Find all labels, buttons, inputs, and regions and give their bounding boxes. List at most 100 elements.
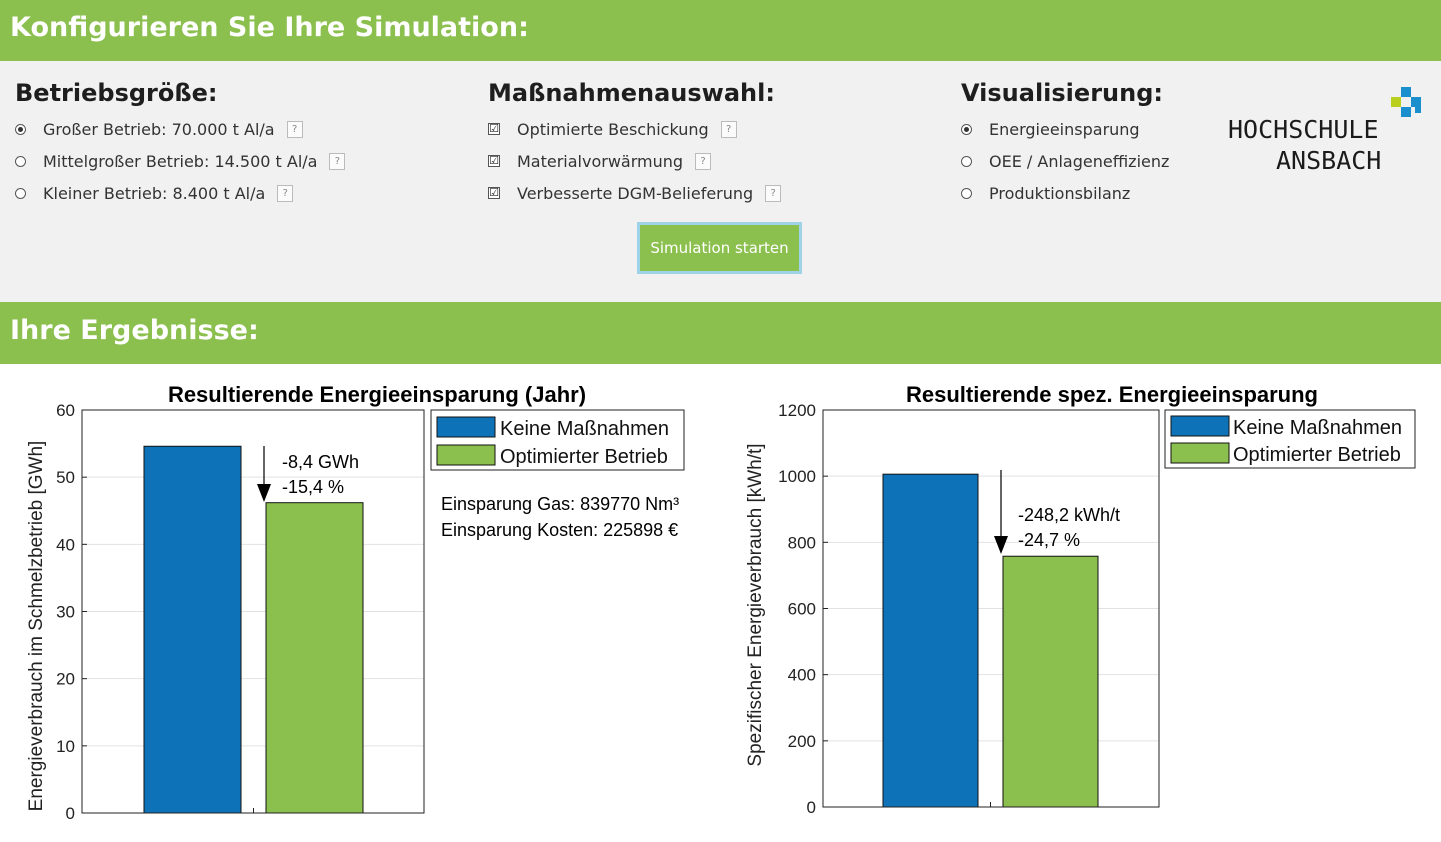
config-banner-title: Konfigurieren Sie Ihre Simulation: — [10, 12, 529, 43]
measures-group: Maßnahmenauswahl: ☑ Optimierte Beschicku… — [488, 77, 782, 209]
legend: Keine Maßnahmen Optimierter Betrieb — [430, 409, 685, 471]
legend-label-none: Keine Maßnahmen — [500, 418, 669, 440]
grid — [823, 475, 1159, 742]
logo-square-icon — [1391, 97, 1401, 107]
size-option-large[interactable]: Großer Betrieb: 70.000 t Al/a ? — [15, 113, 345, 145]
measure-option-feeding[interactable]: ☑ Optimierte Beschickung ? — [488, 113, 781, 145]
hochschule-ansbach-logo: HOCHSCHULE ANSBACH — [1228, 85, 1428, 175]
y-tick-label: 1200 — [778, 401, 816, 420]
y-tick-label: 0 — [807, 798, 816, 817]
help-icon[interactable]: ? — [695, 152, 712, 170]
help-icon[interactable]: ? — [329, 152, 346, 170]
viz-option-oee[interactable]: OEE / Anlageneffizienz — [961, 145, 1169, 177]
config-panel: Betriebsgröße: Großer Betrieb: 70.000 t … — [0, 61, 1441, 302]
size-group-heading: Betriebsgröße: — [15, 79, 218, 107]
y-tick-label: 200 — [788, 732, 816, 751]
help-icon[interactable]: ? — [277, 184, 294, 202]
measure-option-preheating[interactable]: ☑ Materialvorwärmung ? — [488, 145, 781, 177]
viz-radio-production[interactable] — [961, 187, 972, 199]
measure-checkbox-dgm[interactable]: ☑ — [488, 186, 500, 199]
legend-swatch-opt — [436, 444, 496, 466]
help-icon[interactable]: ? — [720, 120, 737, 138]
y-tick-label: 800 — [788, 533, 816, 552]
chart-title: Resultierende spez. Energieeinsparung — [906, 382, 1318, 407]
annotation-abs: -248,2 kWh/t — [1018, 505, 1120, 525]
logo-square-icon — [1401, 107, 1411, 117]
size-radio-small[interactable] — [15, 187, 26, 199]
info-gas: Einsparung Gas: 839770 Nm³ — [441, 494, 679, 514]
start-simulation-button[interactable]: Simulation starten — [637, 222, 802, 274]
y-tick-label: 60 — [56, 401, 75, 420]
results-banner-title: Ihre Ergebnisse: — [10, 315, 259, 346]
logo-line-2: ANSBACH — [1276, 146, 1382, 175]
viz-option-production[interactable]: Produktionsbilanz — [961, 177, 1169, 209]
measure-checkbox-feeding[interactable]: ☑ — [488, 122, 500, 135]
measure-label-feeding: Optimierte Beschickung — [517, 119, 709, 139]
config-banner: Konfigurieren Sie Ihre Simulation: — [0, 0, 1441, 61]
y-tick-label: 50 — [56, 468, 75, 487]
y-tick-label: 600 — [788, 600, 816, 619]
y-tick-label: 30 — [56, 603, 75, 622]
viz-radio-oee[interactable] — [961, 155, 972, 167]
bar-none — [143, 445, 242, 814]
measure-label-preheating: Materialvorwärmung — [517, 151, 684, 171]
logo-square-icon — [1411, 97, 1421, 107]
info-cost: Einsparung Kosten: 225898 € — [441, 520, 678, 540]
size-radio-medium[interactable] — [15, 155, 26, 167]
legend-label-none: Keine Maßnahmen — [1233, 417, 1402, 439]
y-tick-label: 400 — [788, 666, 816, 685]
grid — [82, 476, 424, 747]
legend-swatch-none — [1170, 415, 1230, 437]
size-option-small[interactable]: Kleiner Betrieb: 8.400 t Al/a ? — [15, 177, 345, 209]
size-group: Betriebsgröße: Großer Betrieb: 70.000 t … — [15, 77, 346, 209]
bar-opt — [265, 502, 364, 814]
help-icon[interactable]: ? — [765, 184, 782, 202]
viz-option-energy[interactable]: Energieeinsparung — [961, 113, 1169, 145]
size-label-small: Kleiner Betrieb: 8.400 t Al/a — [43, 183, 266, 203]
measure-checkbox-preheating[interactable]: ☑ — [488, 154, 500, 167]
specific-energy-savings-chart: Resultierende spez. Energieeinsparung Sp… — [745, 382, 1416, 817]
bar-none — [882, 473, 979, 808]
viz-label-production: Produktionsbilanz — [989, 183, 1131, 203]
y-axis-label: Energieverbrauch im Schmelzbetrieb [GWh] — [26, 441, 47, 812]
bars — [143, 445, 364, 814]
y-ticks: 0 200 400 600 800 1000 1200 — [778, 401, 991, 817]
logo-square-icon — [1415, 107, 1421, 113]
chart-title: Resultierende Energieeinsparung (Jahr) — [168, 382, 586, 407]
y-tick-label: 40 — [56, 535, 75, 554]
size-label-medium: Mittelgroßer Betrieb: 14.500 t Al/a — [43, 151, 318, 171]
size-radio-large[interactable] — [15, 123, 26, 135]
annotation-abs: -8,4 GWh — [282, 452, 359, 472]
bar-opt — [1002, 555, 1099, 808]
y-axis-label: Spezifischer Energieverbrauch [kWh/t] — [745, 443, 766, 766]
measure-option-dgm[interactable]: ☑ Verbesserte DGM-Belieferung ? — [488, 177, 782, 209]
y-tick-label: 20 — [56, 670, 75, 689]
size-option-medium[interactable]: Mittelgroßer Betrieb: 14.500 t Al/a ? — [15, 145, 346, 177]
legend-swatch-none — [436, 416, 496, 438]
logo-line-1: HOCHSCHULE — [1228, 115, 1379, 144]
energy-savings-year-chart: Resultierende Energieeinsparung (Jahr) E… — [26, 382, 685, 823]
results-banner: Ihre Ergebnisse: — [0, 302, 1441, 364]
y-tick-label: 0 — [66, 804, 75, 823]
viz-radio-energy[interactable] — [961, 123, 972, 135]
legend-swatch-opt — [1170, 442, 1230, 464]
y-ticks: 0 10 20 30 40 50 60 — [56, 401, 254, 823]
legend-label-opt: Optimierter Betrieb — [500, 446, 668, 468]
savings-arrow — [994, 470, 1008, 554]
measures-group-heading: Maßnahmenauswahl: — [488, 79, 775, 107]
viz-group: Visualisierung: Energieeinsparung OEE / … — [961, 77, 1169, 209]
legend: Keine Maßnahmen Optimierter Betrieb — [1164, 409, 1416, 469]
annotation-pct: -24,7 % — [1018, 530, 1080, 550]
help-icon[interactable]: ? — [286, 120, 303, 138]
viz-label-energy: Energieeinsparung — [989, 119, 1140, 139]
plot-frame — [81, 409, 425, 814]
savings-arrow — [257, 446, 271, 502]
bars — [882, 473, 1099, 808]
size-label-large: Großer Betrieb: 70.000 t Al/a — [43, 119, 275, 139]
y-tick-label: 10 — [56, 737, 75, 756]
viz-group-heading: Visualisierung: — [961, 79, 1163, 107]
logo-square-icon — [1401, 87, 1411, 97]
measure-label-dgm: Verbesserte DGM-Belieferung — [517, 183, 754, 203]
viz-label-oee: OEE / Anlageneffizienz — [989, 151, 1170, 171]
legend-label-opt: Optimierter Betrieb — [1233, 444, 1401, 466]
